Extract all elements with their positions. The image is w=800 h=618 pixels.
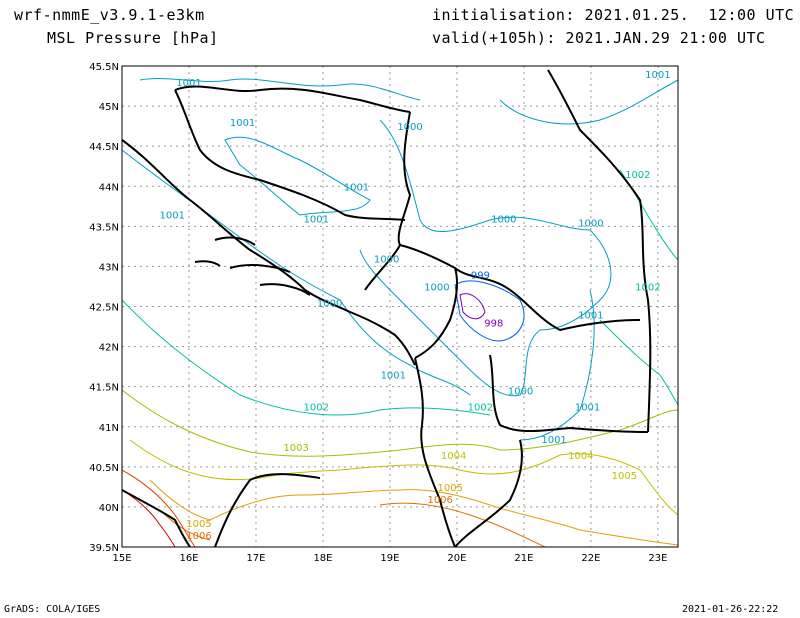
lat-tick-label: 41N	[99, 423, 119, 434]
contour-label: 1006	[427, 495, 452, 506]
island-2	[229, 264, 291, 273]
contour-1000	[359, 119, 612, 397]
croatia-north-border	[174, 85, 411, 113]
contour-label: 1005	[438, 483, 463, 494]
contour-1003	[122, 389, 678, 457]
lon-tick-label: 18E	[313, 553, 332, 564]
bosnia-serbia-border	[364, 111, 412, 291]
contour-label: 1001	[304, 214, 329, 225]
contour-label: 1001	[645, 70, 670, 81]
lat-tick-label: 39.5N	[89, 543, 119, 554]
contour-label: 1002	[625, 170, 650, 181]
contour-998	[459, 293, 486, 320]
contour-999	[454, 280, 525, 342]
contour-label: 1000	[578, 218, 603, 229]
contour-label: 1000	[374, 254, 399, 265]
contour-1001-east	[499, 79, 678, 125]
contour-label: 1000	[397, 122, 422, 133]
macedonia-border	[489, 354, 649, 433]
contour-1005	[149, 479, 678, 546]
lat-tick-label: 40.5N	[89, 463, 119, 474]
contour-label: 1002	[635, 282, 660, 293]
contour-label: 1000	[491, 214, 516, 225]
grid-lines	[122, 66, 678, 547]
lat-tick-label: 40N	[99, 503, 119, 514]
contour-label: 1000	[424, 282, 449, 293]
lon-tick-label: 23E	[648, 553, 667, 564]
serbia-east-border	[547, 69, 652, 433]
lon-tick-label: 17E	[246, 553, 265, 564]
lat-tick-label: 42.5N	[89, 303, 119, 314]
contour-label: 1000	[508, 387, 533, 398]
footer-timestamp: 2021-01-26-22:22	[682, 604, 779, 615]
contour-label: 1001	[575, 403, 600, 414]
contour-labels: 1001 1001 1000 1001 1002 1001 1001 1001 1000 1000…	[160, 70, 671, 542]
lat-tick-label: 44.5N	[89, 142, 119, 153]
field-title: MSL Pressure [hPa]	[47, 29, 219, 47]
lat-tick-label: 41.5N	[89, 383, 119, 394]
contour-label: 1002	[468, 403, 493, 414]
lon-tick-label: 15E	[112, 553, 131, 564]
italy-heel-coast	[122, 489, 191, 547]
lat-tick-label: 45N	[99, 102, 119, 113]
contour-1002-south	[122, 299, 491, 416]
model-title: wrf-nmmE_v3.9.1-e3km	[14, 6, 205, 24]
contour-label: 1006	[186, 531, 211, 542]
contour-label: 999	[471, 270, 490, 281]
lat-tick-label: 42N	[99, 343, 119, 354]
lon-tick-label: 16E	[179, 553, 198, 564]
contour-label: 1002	[304, 403, 329, 414]
contour-label: 1005	[186, 519, 211, 530]
axis-ticks: 15E 16E 17E 18E 19E 20E 21E 22E 23E 45.5N 45N 44.5N…	[89, 62, 667, 564]
contour-label: 998	[484, 319, 503, 330]
lat-tick-label: 44N	[99, 182, 119, 193]
croatia-bosnia-border	[174, 89, 406, 221]
island-3	[259, 283, 311, 296]
lon-tick-label: 21E	[514, 553, 533, 564]
contour-lines	[122, 78, 678, 547]
footer-credit: GrADS: COLA/IGES	[4, 604, 101, 615]
contour-label: 1001	[541, 435, 566, 446]
coastlines-borders	[122, 69, 652, 547]
island-4	[194, 260, 221, 267]
lat-tick-label: 43N	[99, 262, 119, 273]
contour-1007	[122, 469, 196, 547]
lon-tick-label: 22E	[581, 553, 600, 564]
lon-tick-label: 20E	[447, 553, 466, 564]
lat-tick-label: 43.5N	[89, 222, 119, 233]
greece-coast	[454, 439, 523, 547]
contour-label: 1001	[381, 371, 406, 382]
contour-label: 1004	[568, 451, 593, 462]
albania-border	[414, 357, 456, 547]
contour-1001-bosnia	[224, 136, 371, 216]
contour-label: 1003	[283, 443, 308, 454]
contour-1004	[129, 439, 678, 516]
montenegro-border	[399, 244, 459, 359]
contour-1008	[122, 489, 176, 547]
italy-coast-2	[214, 473, 321, 547]
contour-label: 1001	[344, 182, 369, 193]
lon-tick-label: 19E	[380, 553, 399, 564]
valid-time: valid(+105h): 2021.JAN.29 21:00 UTC	[432, 29, 766, 47]
contour-label: 1005	[612, 471, 637, 482]
contour-label: 1001	[230, 118, 255, 129]
contour-label: 1001	[176, 78, 201, 89]
island-1	[214, 236, 256, 246]
contour-label: 1004	[441, 451, 466, 462]
serbia-kosovo-border	[454, 267, 641, 332]
contour-label: 1001	[160, 210, 185, 221]
adriatic-coast-east	[122, 139, 416, 366]
contour-1002-se	[599, 319, 678, 406]
contour-1001-north	[139, 78, 421, 101]
map-frame	[121, 65, 679, 548]
contour-label: 1000	[317, 299, 342, 310]
lat-tick-label: 45.5N	[89, 62, 119, 73]
contour-label: 1001	[578, 311, 603, 322]
init-time: initialisation: 2021.01.25. 12:00 UTC	[432, 6, 795, 24]
